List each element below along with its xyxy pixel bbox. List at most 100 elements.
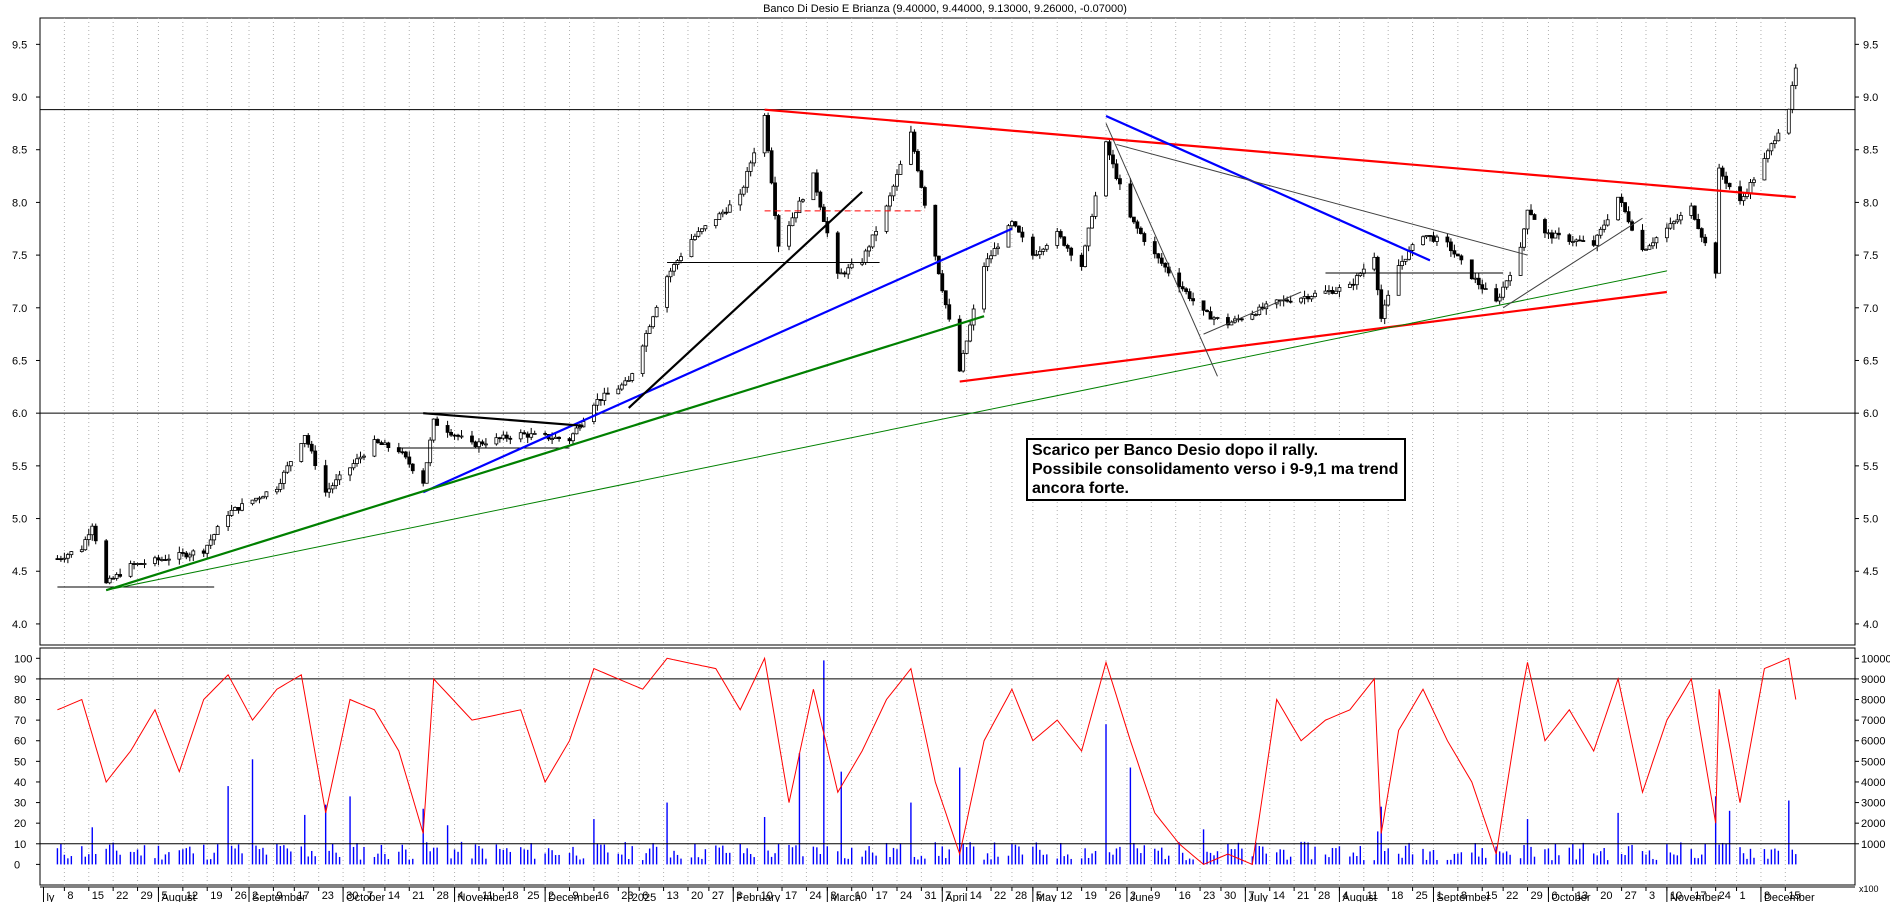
price-y-tick-left: 8.0 — [12, 197, 27, 209]
candle-body — [1553, 232, 1558, 239]
x-tick-label: 18 — [1391, 890, 1403, 902]
candle-body — [330, 485, 335, 490]
candle-body — [288, 461, 293, 467]
candle-body — [1769, 143, 1774, 152]
candle-body — [1752, 179, 1756, 183]
volume-y-tick: 9000 — [1861, 674, 1885, 686]
candle-body — [236, 507, 241, 511]
candle-body — [1138, 227, 1143, 234]
candle-body — [626, 380, 631, 382]
candle-body — [1574, 239, 1579, 242]
candle-body — [445, 425, 450, 433]
candle-body — [1602, 224, 1607, 230]
indicator-panel-frame — [39, 647, 1856, 886]
candle-body — [727, 204, 732, 213]
candle-body — [529, 433, 534, 438]
candle-body — [968, 324, 973, 342]
month-label: November — [1670, 892, 1721, 902]
candle-body — [1083, 245, 1088, 267]
candle-body — [842, 272, 847, 275]
candle-body — [557, 436, 561, 440]
candle-body — [104, 540, 109, 584]
candle-body — [1766, 150, 1770, 159]
candle-body — [1581, 240, 1586, 242]
x-tick-label: 15 — [1485, 890, 1497, 902]
price-y-tick-left: 8.5 — [12, 145, 27, 157]
x-tick-label: 20 — [691, 890, 703, 902]
trendline — [1105, 123, 1218, 377]
x-tick-label: 13 — [1576, 890, 1588, 902]
candle-body — [55, 558, 60, 560]
candle-body — [1448, 241, 1453, 252]
candle-body — [821, 206, 826, 222]
oscillator-y-tick: 10 — [14, 839, 26, 851]
oscillator-y-tick: 90 — [14, 674, 26, 686]
candle-body — [964, 340, 969, 354]
candle-body — [940, 273, 945, 292]
month-label: July — [1248, 892, 1268, 902]
month-label: March — [830, 892, 861, 902]
volume-y-tick: 10000 — [1861, 653, 1890, 665]
candle-body — [431, 418, 436, 441]
candle-body — [166, 558, 171, 561]
candle-body — [1006, 225, 1011, 248]
candle-body — [494, 437, 499, 445]
candle-body — [1208, 311, 1213, 320]
candle-body — [1550, 232, 1554, 239]
candle-body — [1135, 221, 1140, 229]
candle-body — [1156, 253, 1161, 259]
month-label: December — [1764, 892, 1815, 902]
price-y-tick-right: 9.5 — [1863, 39, 1878, 51]
candle-body — [595, 399, 600, 406]
candle-body — [1654, 237, 1659, 244]
candle-body — [337, 474, 342, 481]
x-tick-label: 24 — [900, 890, 912, 902]
x-tick-label: 29 — [1531, 890, 1543, 902]
candle-body — [1288, 300, 1293, 303]
x-tick-label: 16 — [1179, 890, 1191, 902]
x-tick-label: 3 — [1649, 890, 1655, 902]
oscillator-y-tick: 70 — [14, 715, 26, 727]
candle-body — [1372, 256, 1377, 270]
candle-body — [1114, 163, 1119, 180]
candle-body — [69, 551, 74, 556]
candle-body — [1651, 242, 1655, 247]
candle-body — [477, 441, 481, 448]
candle-body — [428, 439, 433, 464]
x-tick-label: 25 — [1416, 890, 1428, 902]
candle-body — [1424, 235, 1429, 238]
candle-body — [543, 433, 548, 435]
candle-body — [567, 438, 572, 442]
candle-body — [623, 380, 628, 386]
candle-body — [1055, 231, 1060, 246]
candle-body — [1177, 272, 1182, 288]
candle-body — [459, 435, 464, 438]
candle-body — [1212, 317, 1216, 320]
candle-body — [160, 559, 164, 561]
candle-body — [630, 373, 635, 381]
candle-body — [1180, 286, 1185, 290]
candle-body — [1696, 218, 1701, 229]
candle-body — [306, 435, 311, 445]
candle-body — [139, 563, 143, 565]
x-tick-label: 12 — [186, 890, 198, 902]
candle-body — [142, 563, 147, 565]
candle-body — [470, 435, 474, 443]
candle-body — [689, 239, 694, 258]
candle-body — [578, 426, 582, 429]
x-tick-label: 1 — [1740, 890, 1746, 902]
candle-body — [571, 433, 575, 442]
candle-body — [355, 458, 359, 464]
candle-body — [407, 456, 412, 465]
x-tick-label: 10 — [1670, 890, 1682, 902]
candle-body — [1396, 265, 1401, 296]
candle-body — [1703, 236, 1708, 244]
candlestick-series — [55, 63, 1798, 585]
x-tick-label: 6 — [642, 890, 648, 902]
candle-body — [1428, 235, 1432, 237]
candle-body — [776, 215, 781, 247]
candle-body — [592, 404, 596, 422]
candle-body — [212, 534, 217, 541]
candle-body — [1330, 290, 1335, 294]
candle-body — [1671, 221, 1676, 225]
